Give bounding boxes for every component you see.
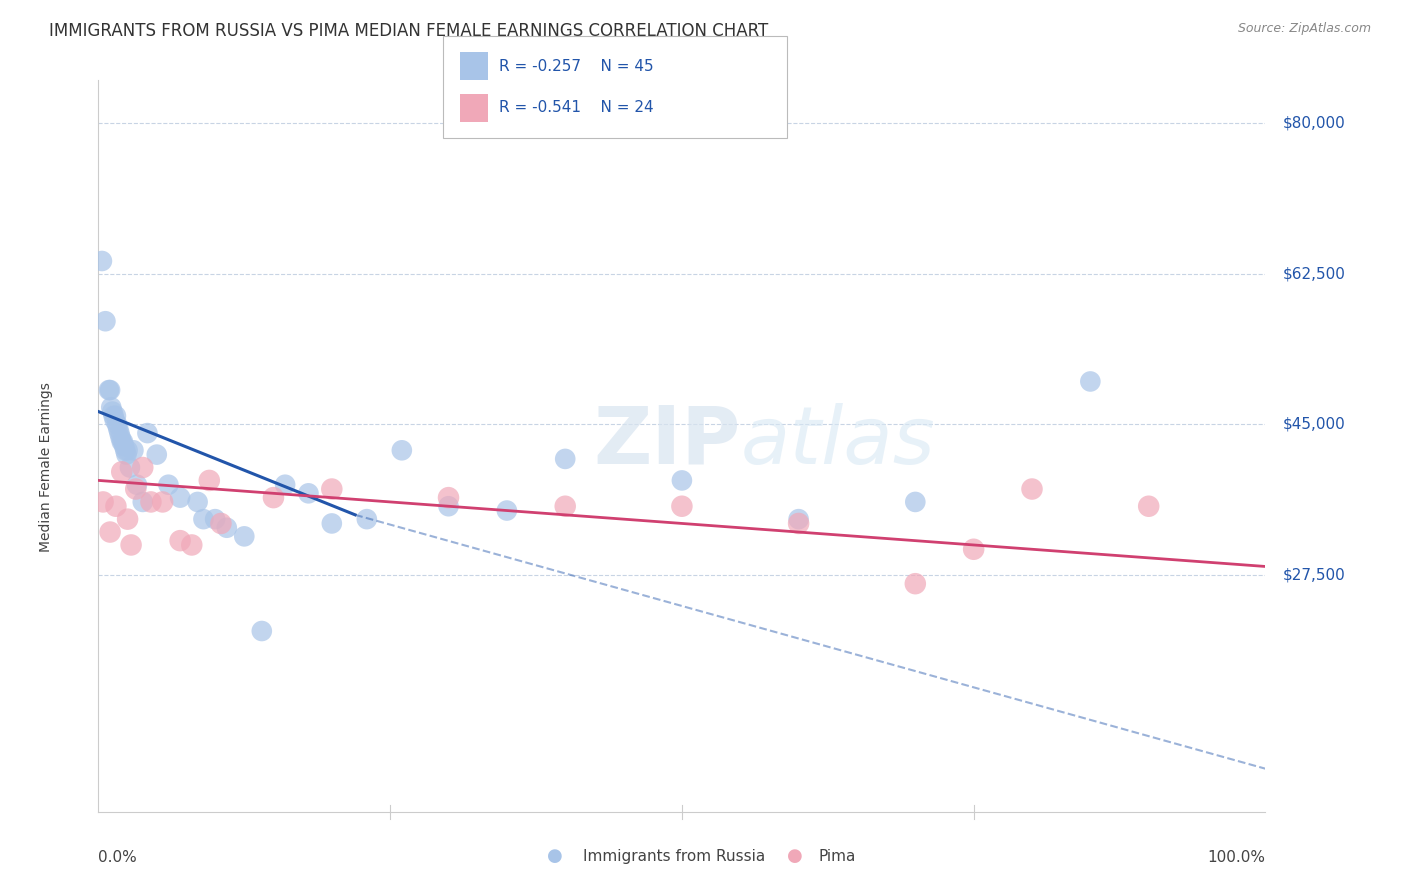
Point (233, 529, 256, 543)
Text: Immigrants from Russia: Immigrants from Russia (583, 849, 766, 863)
Point (111, 434, 134, 449)
Point (297, 486, 319, 500)
Point (1021, 482, 1043, 496)
Point (125, 482, 148, 496)
Point (495, 503, 517, 517)
Text: $62,500: $62,500 (1282, 267, 1346, 281)
Point (250, 624, 273, 638)
Point (114, 443, 136, 458)
Point (94, 314, 117, 328)
Text: R = -0.257    N = 45: R = -0.257 N = 45 (499, 59, 654, 73)
Point (904, 576, 927, 591)
Point (107, 422, 129, 436)
Point (198, 474, 221, 488)
Point (110, 430, 132, 444)
Point (193, 512, 215, 526)
Point (132, 460, 155, 475)
Point (157, 477, 180, 491)
Point (215, 521, 238, 535)
Point (169, 533, 191, 548)
Text: atlas: atlas (741, 402, 935, 481)
Point (115, 448, 138, 462)
Text: ●: ● (786, 847, 803, 865)
Text: Source: ZipAtlas.com: Source: ZipAtlas.com (1237, 22, 1371, 36)
Point (105, 417, 128, 432)
Point (111, 434, 134, 449)
Point (671, 474, 693, 488)
Point (554, 500, 576, 514)
Text: 100.0%: 100.0% (1208, 850, 1265, 865)
Point (112, 439, 135, 453)
Point (122, 443, 145, 458)
Text: ●: ● (547, 847, 564, 865)
Point (787, 516, 810, 531)
Text: R = -0.541    N = 24: R = -0.541 N = 24 (499, 101, 654, 115)
Point (904, 495, 927, 509)
Text: $27,500: $27,500 (1282, 567, 1346, 582)
Point (554, 451, 576, 466)
Point (125, 477, 148, 491)
Text: ZIP: ZIP (593, 402, 741, 481)
Point (136, 426, 159, 441)
Point (204, 512, 226, 526)
Point (274, 477, 297, 491)
Point (104, 500, 127, 514)
Point (104, 409, 127, 423)
Point (97, 383, 120, 397)
Point (91, 495, 114, 509)
Point (108, 426, 131, 441)
Point (787, 512, 810, 526)
Point (103, 409, 125, 423)
Text: Pima: Pima (818, 849, 856, 863)
Point (146, 448, 169, 462)
Point (321, 516, 343, 531)
Point (169, 491, 191, 505)
Point (180, 538, 202, 552)
Point (118, 460, 141, 475)
Point (98, 383, 121, 397)
Point (187, 495, 209, 509)
Point (117, 443, 139, 458)
Point (262, 491, 284, 505)
Point (100, 401, 122, 415)
Point (437, 500, 460, 514)
Point (962, 542, 984, 557)
Point (117, 512, 139, 526)
Point (104, 413, 127, 427)
Point (101, 404, 124, 418)
Point (98, 524, 121, 539)
Point (1080, 375, 1102, 389)
Point (321, 482, 343, 496)
Text: Median Female Earnings: Median Female Earnings (39, 383, 53, 552)
Text: $45,000: $45,000 (1282, 417, 1346, 432)
Point (671, 500, 693, 514)
Point (437, 491, 460, 505)
Point (356, 512, 378, 526)
Text: IMMIGRANTS FROM RUSSIA VS PIMA MEDIAN FEMALE EARNINGS CORRELATION CHART: IMMIGRANTS FROM RUSSIA VS PIMA MEDIAN FE… (49, 22, 769, 40)
Point (152, 495, 174, 509)
Text: $80,000: $80,000 (1282, 116, 1346, 131)
Point (90, 254, 112, 268)
Text: 0.0%: 0.0% (98, 850, 138, 865)
Point (391, 443, 413, 458)
Point (209, 516, 232, 531)
Point (1137, 500, 1160, 514)
Point (139, 495, 162, 509)
Point (120, 538, 142, 552)
Point (111, 465, 134, 479)
Point (132, 495, 155, 509)
